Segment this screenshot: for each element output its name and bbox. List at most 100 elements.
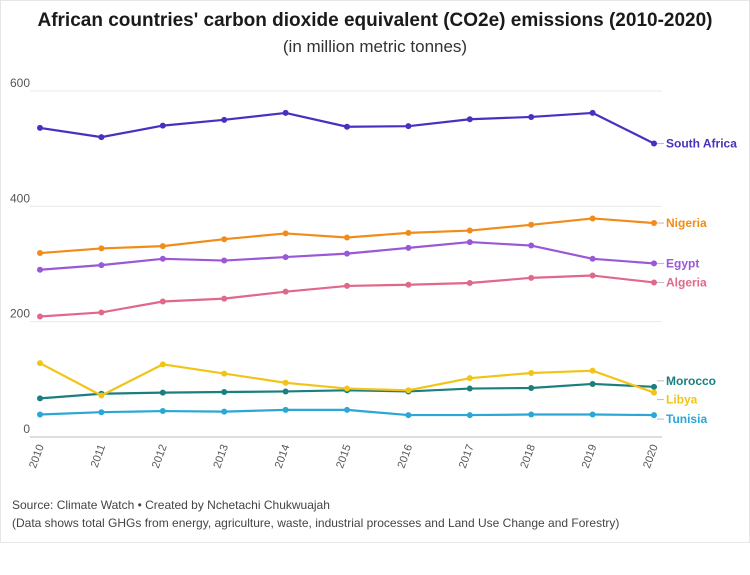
series-label-algeria: Algeria	[666, 275, 707, 289]
y-tick-label: 600	[10, 76, 30, 90]
series-label-tunisia: Tunisia	[666, 412, 707, 426]
data-point-tunisia	[528, 411, 535, 418]
data-point-libya	[528, 369, 535, 376]
data-point-algeria	[651, 279, 657, 286]
data-point-nigeria	[405, 229, 412, 236]
data-point-libya	[405, 387, 412, 394]
data-point-nigeria	[528, 221, 535, 228]
series-label-egypt: Egypt	[666, 256, 699, 270]
data-point-nigeria	[344, 234, 350, 241]
y-tick-label: 200	[10, 307, 30, 321]
data-point-nigeria	[159, 243, 166, 250]
data-point-egypt	[98, 262, 105, 269]
data-point-egypt	[466, 239, 473, 246]
data-point-south-africa	[159, 122, 166, 129]
data-point-south-africa	[589, 109, 596, 116]
data-point-nigeria	[282, 230, 289, 237]
data-point-algeria	[159, 298, 166, 305]
data-point-south-africa	[344, 123, 350, 130]
series-group	[37, 109, 657, 419]
data-point-nigeria	[589, 215, 596, 222]
data-point-tunisia	[344, 406, 350, 413]
data-point-tunisia	[589, 411, 596, 418]
data-point-algeria	[37, 313, 43, 320]
x-tick-label: 2012	[150, 443, 170, 470]
x-tick-label: 2019	[580, 443, 600, 470]
data-point-egypt	[528, 242, 535, 249]
data-point-tunisia	[405, 412, 412, 419]
data-point-morocco	[282, 388, 289, 395]
x-tick-label: 2013	[211, 443, 231, 470]
data-point-south-africa	[528, 113, 535, 120]
data-point-algeria	[98, 309, 105, 316]
x-axis-ticks: 2010 2011 2012 2013 2014 2015 2016 2017 2018 2019…	[27, 443, 661, 470]
data-point-morocco	[651, 383, 657, 390]
data-point-egypt	[405, 244, 412, 251]
data-point-algeria	[528, 274, 535, 281]
data-point-egypt	[37, 266, 43, 273]
data-point-tunisia	[37, 411, 43, 418]
data-point-egypt	[589, 255, 596, 262]
data-point-south-africa	[405, 123, 412, 130]
data-point-algeria	[282, 288, 289, 295]
data-point-south-africa	[466, 116, 473, 123]
data-point-libya	[344, 385, 350, 392]
x-tick-label: 2020	[641, 443, 661, 470]
data-point-libya	[221, 370, 228, 377]
data-point-libya	[589, 367, 596, 374]
chart-subtitle: (in million metric tonnes)	[282, 37, 468, 56]
data-point-morocco	[589, 380, 596, 387]
series-end-labels: South Africa Nigeria Egypt Algeria Morocco Li…	[657, 136, 737, 426]
data-point-tunisia	[651, 412, 657, 419]
x-tick-label: 2017	[457, 443, 477, 470]
chart-title: African countries' carbon dioxide equiva…	[37, 10, 713, 31]
data-point-south-africa	[221, 116, 228, 123]
data-point-morocco	[528, 384, 535, 391]
data-point-egypt	[651, 260, 657, 267]
data-point-morocco	[466, 385, 473, 392]
x-tick-label: 2014	[273, 443, 293, 470]
source-text: Source: Climate Watch • Created by Nchet…	[12, 498, 330, 512]
data-point-libya	[466, 375, 473, 382]
data-point-nigeria	[221, 236, 228, 243]
data-point-egypt	[282, 254, 289, 261]
series-label-libya: Libya	[666, 393, 698, 407]
x-tick-label: 2011	[89, 443, 108, 469]
x-tick-label: 2016	[396, 443, 416, 470]
data-point-tunisia	[282, 406, 289, 413]
data-point-nigeria	[37, 250, 43, 257]
data-point-south-africa	[37, 124, 43, 131]
x-tick-label: 2010	[27, 443, 47, 470]
note-text: (Data shows total GHGs from energy, agri…	[12, 516, 620, 530]
y-tick-label: 0	[23, 422, 30, 436]
data-point-morocco	[37, 395, 43, 402]
data-point-south-africa	[98, 134, 105, 141]
data-point-libya	[651, 389, 657, 396]
data-point-nigeria	[651, 220, 657, 227]
data-point-nigeria	[98, 245, 105, 252]
data-point-libya	[282, 379, 289, 386]
gridlines	[30, 90, 662, 438]
data-point-libya	[98, 392, 105, 399]
series-line-algeria	[39, 274, 655, 318]
data-point-tunisia	[466, 412, 473, 419]
data-point-algeria	[589, 272, 596, 279]
data-point-libya	[37, 360, 43, 367]
x-tick-label: 2018	[518, 443, 538, 470]
x-tick-label: 2015	[334, 443, 354, 470]
data-point-algeria	[466, 280, 473, 287]
data-point-south-africa	[651, 140, 657, 147]
data-point-morocco	[221, 389, 228, 396]
data-point-tunisia	[221, 408, 228, 415]
data-point-morocco	[159, 389, 166, 396]
data-point-algeria	[221, 295, 228, 302]
series-label-nigeria: Nigeria	[666, 216, 707, 230]
y-axis-ticks: 0 200 400 600	[10, 76, 30, 436]
y-tick-label: 400	[10, 191, 30, 205]
data-point-nigeria	[466, 227, 473, 234]
data-point-egypt	[159, 255, 166, 262]
data-point-egypt	[344, 250, 350, 257]
series-label-morocco: Morocco	[666, 374, 716, 388]
series-label-south-africa: South Africa	[666, 136, 737, 150]
